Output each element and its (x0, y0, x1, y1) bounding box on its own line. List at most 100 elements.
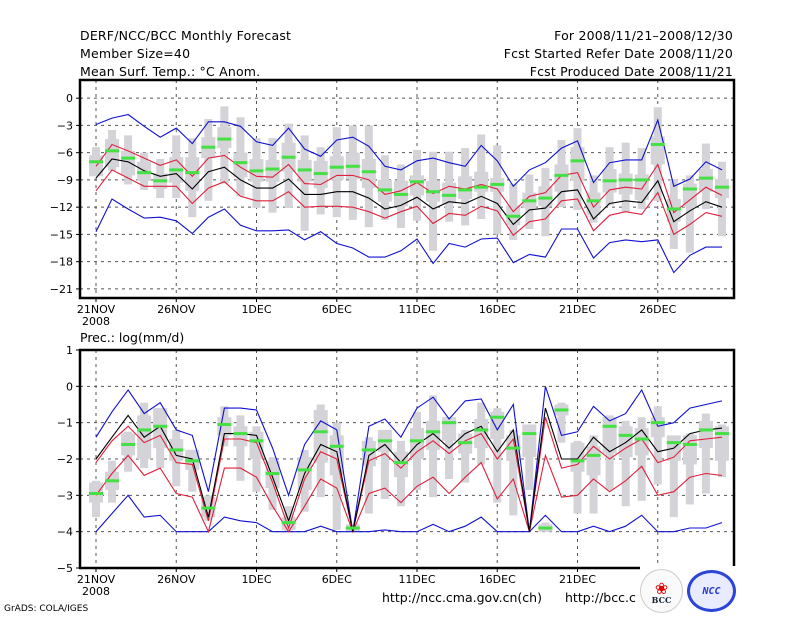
temp-median-marker (698, 176, 713, 180)
precip-quartile-box (217, 417, 232, 436)
precip-median-marker (297, 468, 312, 472)
precip-median-marker (618, 433, 633, 437)
header-left: DERF/NCC/BCC Monthly Forecast Member Siz… (80, 27, 291, 81)
precip-median-marker (105, 479, 120, 483)
precip-quartile-box (570, 442, 585, 472)
temp-median-marker (634, 178, 649, 182)
temp-median-marker (169, 168, 184, 172)
precip-median-marker (137, 428, 152, 432)
precip-quartile-box (153, 408, 168, 449)
precip-median-marker (281, 521, 296, 525)
grads-credit: GrADS: COLA/IGES (4, 604, 89, 614)
temp-xtick-label: 26DEC (639, 303, 676, 316)
precip-inner-upper-line (95, 417, 723, 532)
ncc-url-link[interactable]: http://ncc.cma.gov.cn(ch) (382, 590, 542, 605)
precip-quartile-box (426, 420, 441, 450)
precip-quartile-box (698, 420, 713, 449)
temp-outer-upper-line (95, 113, 723, 188)
precip-xtick-label: 6DEC (322, 573, 352, 586)
precip-median-marker (554, 408, 569, 412)
temp-xtick-label: 1DEC (241, 303, 271, 316)
precip-spread-bar (236, 415, 245, 481)
precip-spread-bar (188, 449, 197, 492)
precip-quartile-box (650, 417, 665, 438)
precip-ytick-label: −5 (57, 562, 73, 575)
bcc-logo: ❀ BCC (640, 569, 684, 613)
precip-median-marker (185, 459, 200, 463)
precip-median-marker (217, 422, 232, 426)
ncc-logo: NCC (687, 570, 736, 612)
precip-spread-bar (461, 429, 470, 483)
temp-ytick-label: −21 (50, 283, 73, 296)
temp-median-marker (714, 185, 729, 189)
temp-median-marker (217, 137, 232, 141)
precip-quartile-box (602, 417, 617, 454)
temp-xtick-label: 21NOV (77, 303, 116, 316)
precip-spread-bar (573, 440, 582, 514)
temp-ytick-label: −12 (50, 201, 73, 214)
temp-quartile-box (265, 159, 280, 182)
precip-quartile-box (714, 426, 729, 461)
precip-quartile-box (442, 417, 457, 441)
precip-quartile-box (682, 435, 697, 465)
temp-xtick-label: 26NOV (157, 303, 196, 316)
precip-spread-bar (364, 437, 373, 514)
header-member-size: Member Size=40 (80, 46, 191, 61)
temp-ytick-label: −15 (50, 228, 73, 241)
bcc-swirl-icon: ❀ (655, 575, 668, 599)
precip-median-marker (329, 444, 344, 448)
precip-median-marker (393, 461, 408, 465)
precip-xtick-label: 1DEC (241, 573, 271, 586)
temp-median-marker (361, 170, 376, 174)
temp-median-marker (474, 185, 489, 189)
temp-median-marker (297, 168, 312, 172)
temp-median-marker (329, 165, 344, 169)
precip-median-marker (265, 472, 280, 476)
precip-ytick-label: −4 (57, 526, 73, 539)
temp-median-marker (490, 182, 505, 186)
temp-median-marker (233, 161, 248, 165)
header-started-date: Fcst Started Refer Date 2008/11/20 (503, 46, 733, 61)
temp-quartile-box (458, 176, 473, 199)
precip-quartile-box (586, 446, 601, 476)
temp-median-marker (121, 156, 136, 160)
precip-spread-bar (669, 439, 678, 518)
precip-quartile-box (313, 409, 328, 463)
precip-ytick-label: −2 (57, 453, 73, 466)
temp-ytick-label: −18 (50, 256, 73, 269)
precip-median-marker (153, 424, 168, 428)
precip-median-marker (666, 441, 681, 445)
temp-spread-bar (204, 119, 213, 201)
temp-quartile-box (233, 152, 248, 178)
precip-panel-title: Prec.: log(mm/d) (80, 330, 185, 345)
precip-xtick-label: 26NOV (157, 573, 196, 586)
precip-quartile-box (410, 428, 424, 459)
bcc-url-link[interactable]: http://bcc.c (565, 590, 636, 605)
precip-xtick-label: 11DEC (398, 573, 435, 586)
temp-quartile-box (586, 192, 601, 216)
temp-quartile-box (698, 169, 713, 192)
precip-spread-bar (653, 406, 662, 485)
temp-xtick-label: 16DEC (479, 303, 516, 316)
temp-xtick-label: 11DEC (398, 303, 435, 316)
temp-spread-bar (717, 161, 726, 237)
ncc-logo-label: NCC (702, 585, 721, 597)
precip-ytick-label: −1 (57, 417, 73, 430)
precip-median-marker (506, 446, 521, 450)
temp-quartile-box (105, 139, 120, 168)
precip-spread-bar (701, 413, 710, 494)
temp-quartile-box (361, 159, 376, 189)
precip-median-marker (682, 442, 697, 446)
temp-xtick-label: 21DEC (559, 303, 596, 316)
precip-median-marker (650, 421, 665, 425)
temp-median-marker (586, 199, 601, 203)
precip-median-marker (474, 428, 489, 432)
precip-median-marker (361, 448, 376, 452)
header-right: For 2008/11/21–2008/12/30 Fcst Started R… (504, 27, 733, 81)
precip-median-marker (233, 432, 248, 436)
precip-median-marker (410, 439, 424, 443)
temp-quartile-box (554, 164, 569, 192)
temp-median-marker (442, 193, 457, 197)
precip-median-marker (570, 459, 585, 463)
